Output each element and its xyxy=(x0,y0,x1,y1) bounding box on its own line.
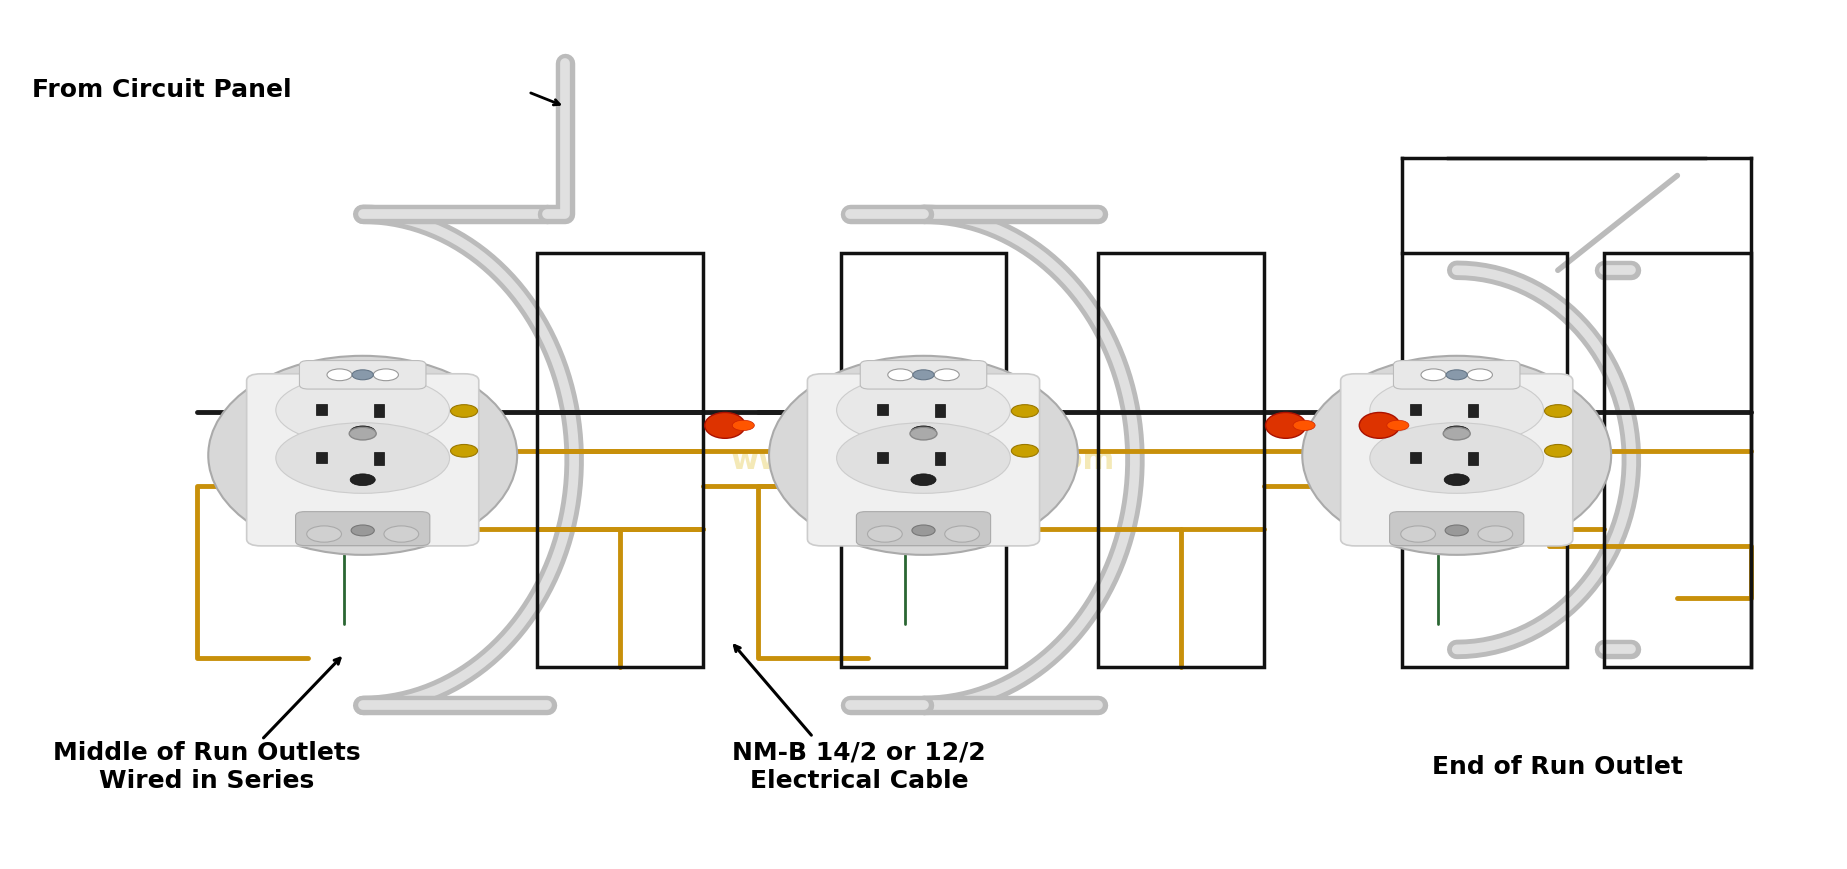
Ellipse shape xyxy=(1370,423,1544,494)
Bar xyxy=(1409,405,1422,415)
Circle shape xyxy=(1420,369,1446,381)
Bar xyxy=(1468,405,1478,417)
Ellipse shape xyxy=(275,375,449,446)
Bar xyxy=(316,405,327,415)
Circle shape xyxy=(1478,527,1513,542)
Bar xyxy=(935,453,946,465)
Circle shape xyxy=(944,527,979,542)
FancyBboxPatch shape xyxy=(861,362,986,389)
Circle shape xyxy=(351,526,375,536)
Circle shape xyxy=(912,370,935,381)
FancyBboxPatch shape xyxy=(247,375,478,547)
Circle shape xyxy=(451,445,478,458)
Bar xyxy=(316,453,327,463)
Circle shape xyxy=(451,405,478,418)
Ellipse shape xyxy=(1302,356,1611,555)
Bar xyxy=(1603,254,1751,667)
Circle shape xyxy=(353,370,373,381)
FancyBboxPatch shape xyxy=(299,362,427,389)
Circle shape xyxy=(1446,370,1467,381)
Circle shape xyxy=(351,474,375,486)
Circle shape xyxy=(1293,421,1315,431)
Circle shape xyxy=(1443,428,1470,441)
Ellipse shape xyxy=(768,356,1079,555)
Ellipse shape xyxy=(706,413,744,439)
Circle shape xyxy=(888,369,912,381)
Circle shape xyxy=(1012,445,1038,458)
Circle shape xyxy=(1400,527,1435,542)
Text: From Circuit Panel: From Circuit Panel xyxy=(31,78,292,103)
Circle shape xyxy=(1444,526,1468,536)
FancyBboxPatch shape xyxy=(1393,362,1520,389)
Ellipse shape xyxy=(1370,375,1544,446)
Bar xyxy=(373,453,384,465)
Circle shape xyxy=(1387,421,1409,431)
FancyBboxPatch shape xyxy=(296,512,430,546)
Circle shape xyxy=(327,369,353,381)
FancyBboxPatch shape xyxy=(807,375,1040,547)
Circle shape xyxy=(349,428,377,441)
Circle shape xyxy=(731,421,754,431)
Bar xyxy=(840,254,1007,667)
Bar xyxy=(1409,453,1422,463)
Circle shape xyxy=(911,428,936,441)
Circle shape xyxy=(1544,445,1572,458)
Circle shape xyxy=(1444,474,1468,486)
Ellipse shape xyxy=(837,423,1010,494)
Bar xyxy=(1099,254,1263,667)
Ellipse shape xyxy=(1359,413,1400,439)
Circle shape xyxy=(1444,427,1468,438)
Text: Middle of Run Outlets
Wired in Series: Middle of Run Outlets Wired in Series xyxy=(52,740,360,792)
Bar xyxy=(1402,254,1566,667)
FancyBboxPatch shape xyxy=(1389,512,1524,546)
Text: End of Run Outlet: End of Run Outlet xyxy=(1433,754,1683,778)
Circle shape xyxy=(1012,405,1038,418)
Circle shape xyxy=(911,427,936,438)
Bar xyxy=(877,453,888,463)
Circle shape xyxy=(912,526,935,536)
Bar xyxy=(935,405,946,417)
Circle shape xyxy=(911,474,936,486)
Circle shape xyxy=(384,527,419,542)
Bar xyxy=(537,254,704,667)
Circle shape xyxy=(307,527,342,542)
Bar xyxy=(1468,453,1478,465)
Circle shape xyxy=(868,527,903,542)
Bar xyxy=(373,405,384,417)
Ellipse shape xyxy=(837,375,1010,446)
Circle shape xyxy=(1544,405,1572,418)
Circle shape xyxy=(1467,369,1492,381)
FancyBboxPatch shape xyxy=(857,512,990,546)
Ellipse shape xyxy=(275,423,449,494)
Ellipse shape xyxy=(1265,413,1306,439)
Circle shape xyxy=(373,369,399,381)
Circle shape xyxy=(351,427,375,438)
Circle shape xyxy=(935,369,959,381)
Ellipse shape xyxy=(209,356,517,555)
FancyBboxPatch shape xyxy=(1341,375,1574,547)
Text: NM-B 14/2 or 12/2
Electrical Cable: NM-B 14/2 or 12/2 Electrical Cable xyxy=(731,740,986,792)
Bar xyxy=(877,405,888,415)
Text: www.diagraminfo.com: www.diagraminfo.com xyxy=(731,446,1116,474)
